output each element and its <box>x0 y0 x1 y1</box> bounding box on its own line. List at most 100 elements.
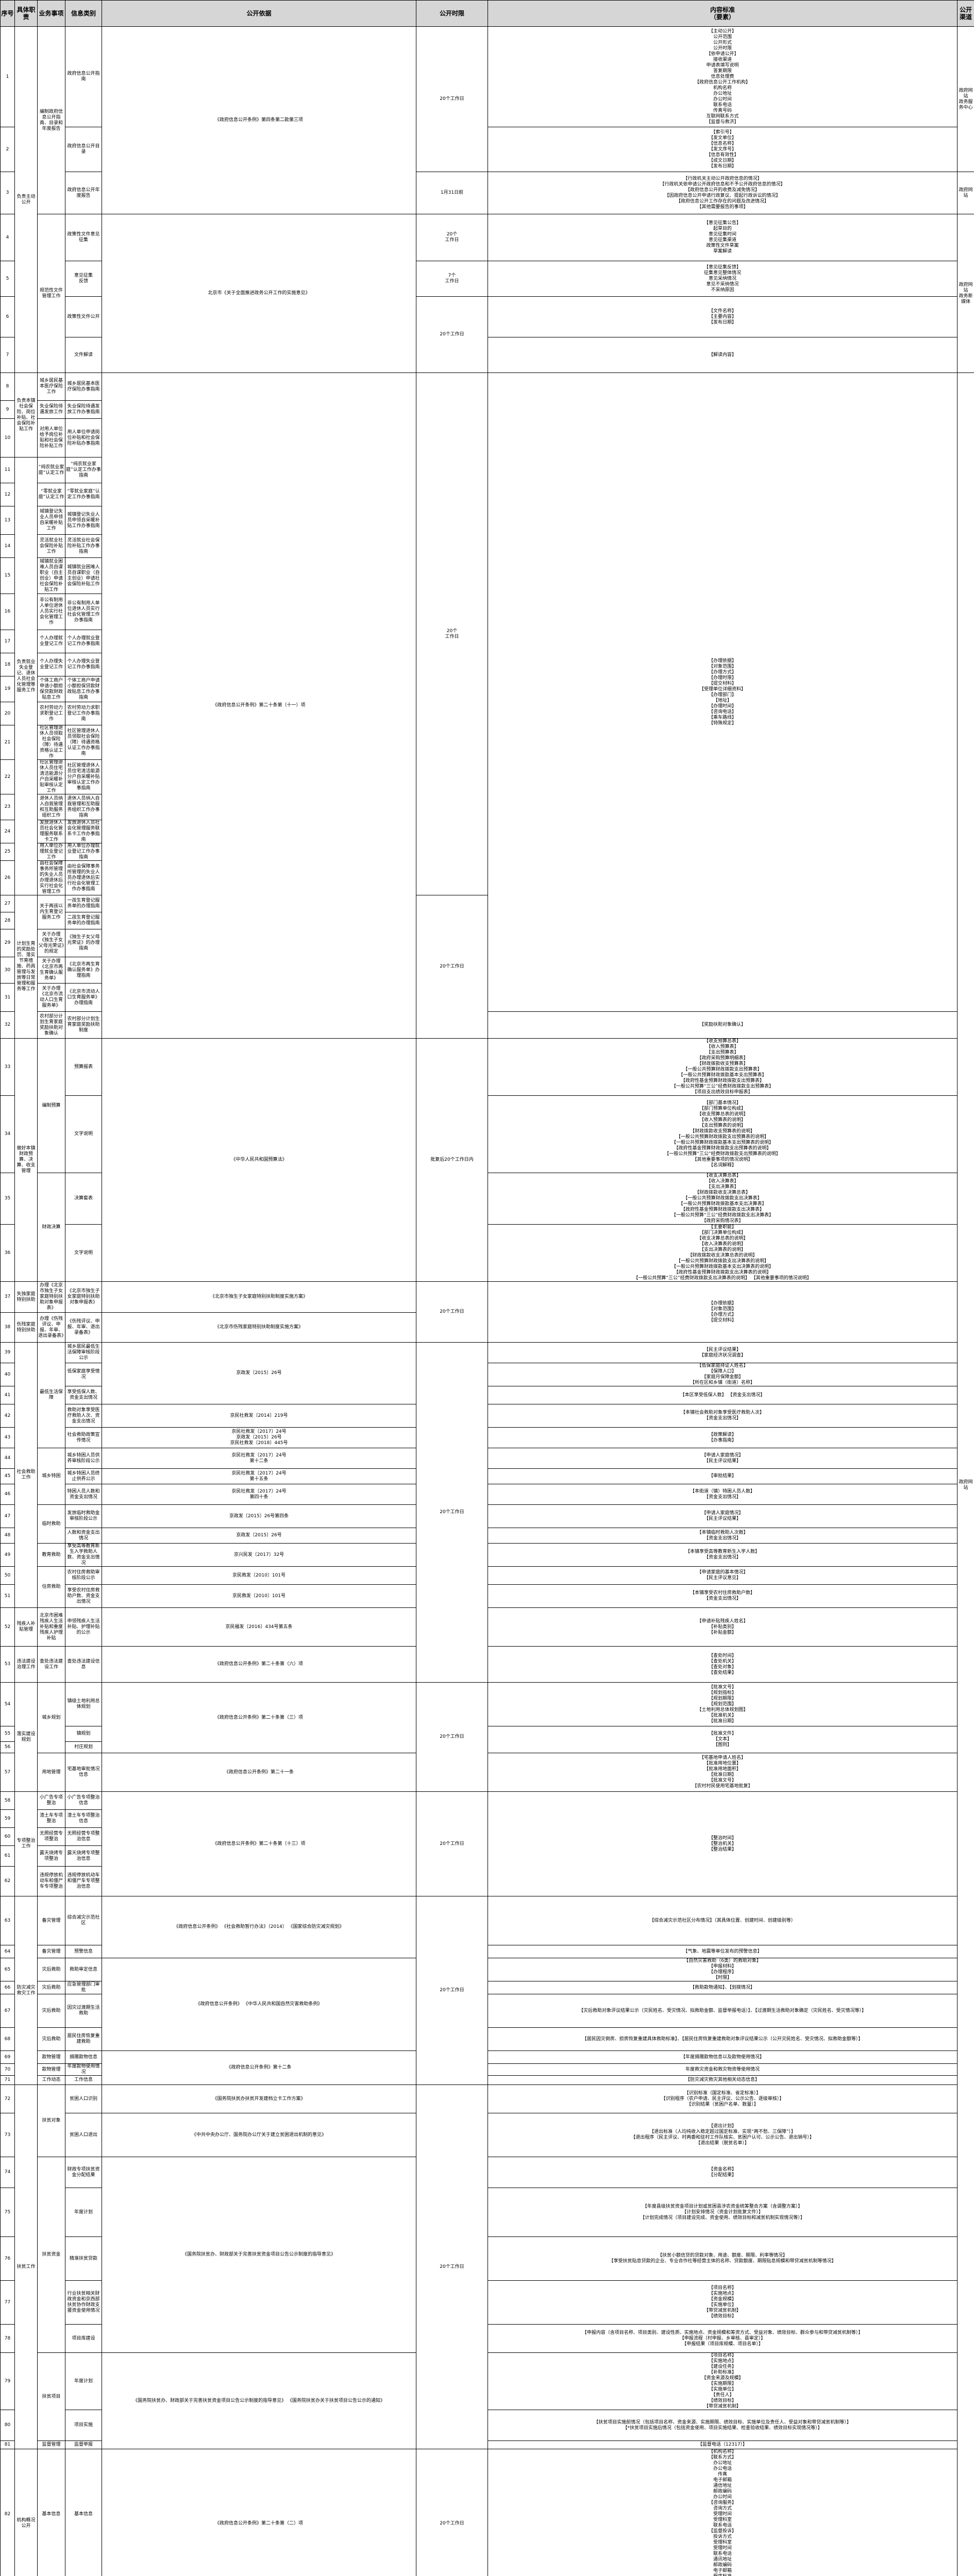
cell-category: 城乡居民最低生活保障审核阶段公示 <box>65 1343 102 1363</box>
cell-content-standard: 【扶贫小额信贷的贷款对象、用途、额度、期限、利率等情况】 【享受扶贫贴息贷款的企… <box>488 2237 958 2281</box>
cell-item: 临时救助 <box>38 1505 65 1544</box>
cell-category: 文字说明 <box>65 1225 102 1282</box>
header-time-limit: 公开时限 <box>416 1 488 27</box>
cell-no: 21 <box>1 725 15 760</box>
header-category: 信息类别 <box>65 1 102 27</box>
cell-content-standard: 【查处时间】 【查处机关】 【查处对象】 【查处结果】 <box>488 1647 958 1683</box>
cell-no: 66 <box>1 1981 15 1994</box>
cell-duty: 机构概况公开 <box>15 2449 38 2576</box>
cell-no: 24 <box>1 820 15 843</box>
cell-channel: 政府网站 政务新媒体 <box>958 214 974 373</box>
cell-category: 特困人员人数和资金支出情况 <box>65 1484 102 1505</box>
cell-content-standard: 【防灾减灾救灾其他相关动态信息】 <box>488 2076 958 2085</box>
cell-item: 退休人员纳入自我管理和互助服务组织工作 <box>38 794 65 820</box>
cell-no: 26 <box>1 861 15 895</box>
cell-category: 社区管理退休人员住宅清洁能源分户自采暖补贴审核认定工作办事指南 <box>65 760 102 794</box>
cell-category: 因灾过渡期生活救助 <box>65 1994 102 2028</box>
cell-item: 用地管理 <box>38 1753 65 1792</box>
cell-time-limit: 20个工作日 <box>416 1896 488 2085</box>
cell-no: 65 <box>1 1958 15 1981</box>
cell-basis: 京民救发〔2010〕101号 <box>102 1567 416 1585</box>
cell-no: 8 <box>1 373 15 401</box>
cell-item: “零就业家庭”认定工作 <box>38 483 65 506</box>
cell-time-limit: 批复后20个工作日内 <box>416 1039 488 1282</box>
cell-no: 37 <box>1 1282 15 1313</box>
cell-category: 财政专项扶贫资金分配结果 <box>65 2157 102 2188</box>
cell-content-standard: 【申请人家庭情况】 【民主评议结果】 <box>488 1448 958 1469</box>
cell-category: 由社会保障事务所管理的失业人员办理退休后实行社会化管理工作办事指南 <box>65 861 102 895</box>
cell-category: 文字说明 <box>65 1096 102 1173</box>
cell-content-standard: 【灾后救助对象评议结果公示（灾民姓名、受灾情况、拟救助金额、监督举报电话）】、【… <box>488 1994 958 2028</box>
cell-no: 4 <box>1 214 15 261</box>
cell-no: 40 <box>1 1363 15 1386</box>
cell-content-standard: 【宅基地申请人姓名】 【批准用地位置】 【批准用地面积】 【批准日期】 【批准文… <box>488 1753 958 1792</box>
cell-category: 项目实施 <box>65 2410 102 2441</box>
cell-basis: 京民社救发〔2014〕219号 <box>102 1404 416 1428</box>
cell-no: 11 <box>1 457 15 483</box>
cell-basis: 《中华人民共和国预算法》 <box>102 1039 416 1282</box>
cell-no: 25 <box>1 843 15 861</box>
cell-item: 灾后救助 <box>38 1981 65 1994</box>
cell-category: 渣土车专项整治信息 <box>65 1810 102 1828</box>
cell-category: “零就业家庭”认定工作办事指南 <box>65 483 102 506</box>
header-item: 业务事项 <box>38 1 65 27</box>
cell-content-standard: 【救助款物通知】、【划拨情况】 <box>488 1981 958 1994</box>
cell-content-standard: 【扶贫项目实施前情况（包括项目名称、资金来源、实施期限、绩效目标、实施单位及责任… <box>488 2410 958 2441</box>
cell-no: 67 <box>1 1994 15 2028</box>
cell-category: 享受低保人数、资金支出情况 <box>65 1386 102 1404</box>
cell-item: 规范性文件 管理工作 <box>38 214 65 373</box>
cell-category: 退休人员纳入自我管理和互助服务组织工作办事指南 <box>65 794 102 820</box>
cell-category: 救助审定信息 <box>65 1958 102 1981</box>
cell-no: 64 <box>1 1945 15 1958</box>
cell-category: 无照经营专项整治信息 <box>65 1828 102 1846</box>
cell-category: 露天烧烤专项整治信息 <box>65 1846 102 1867</box>
cell-no: 39 <box>1 1343 15 1363</box>
cell-item: 扶贫项目 <box>38 2353 65 2441</box>
cell-item: 关于两孩以内生育登记服务工作 <box>38 895 65 929</box>
cell-no: 74 <box>1 2157 15 2188</box>
cell-basis: 京政发〔2015〕26号第四条 <box>102 1505 416 1528</box>
cell-item: 编制预算 <box>38 1039 65 1173</box>
cell-item: 社区管理退休人员住宅清洁能源分户自采暖补贴审核认定工作 <box>38 760 65 794</box>
cell-no: 57 <box>1 1753 15 1792</box>
cell-no: 2 <box>1 127 15 172</box>
cell-content-standard: 【主要职能】 【部门决算单位构成】 【收支决算总表的说明】 【收入决算表的说明】… <box>488 1225 958 1282</box>
table-header: 序号 具体职责 业务事项 信息类别 公开依据 公开时限 内容标准 （要素） 公开… <box>1 1 974 27</box>
cell-time-limit: 20个工作日 <box>416 2449 488 2576</box>
cell-item: 工作动态 <box>38 2076 65 2085</box>
cell-category: 《独生子女父母光荣证》的办理指南 <box>65 929 102 957</box>
cell-no: 42 <box>1 1404 15 1428</box>
cell-item: 无照经营专项整治 <box>38 1828 65 1846</box>
cell-category: 年度计划 <box>65 2188 102 2237</box>
cell-item: 办理《北京市独生子女家庭特别扶助对象申报表》 <box>38 1282 65 1313</box>
cell-content-standard: 【审批结果】 <box>488 1469 958 1484</box>
cell-item: 款物管理 <box>38 2064 65 2076</box>
cell-category: 《北京市独生子女家庭特别扶助对象申报表》 <box>65 1282 102 1313</box>
cell-no: 15 <box>1 558 15 594</box>
cell-content-standard: 【监督电话（12317）】 <box>488 2441 958 2449</box>
cell-content-standard: 【本镇临时救助人次数】 【资金支出情况】 <box>488 1528 958 1544</box>
cell-basis: 《政府信息公开条例》第二十条第（三）项 <box>102 1683 416 1753</box>
cell-category: 非公有制用人单位退休人员实行社会化管理工作办事指南 <box>65 594 102 630</box>
cell-category: 小广告专项整治信息 <box>65 1792 102 1810</box>
cell-time-limit: 1月31日前 <box>416 172 488 214</box>
cell-no: 55 <box>1 1726 15 1742</box>
cell-item: 基本信息 <box>38 2449 65 2576</box>
cell-content-standard: 【年度捐赠款物信息以及款物使用情况】 <box>488 2051 958 2064</box>
cell-item: 用人单位办理就业登记工作 <box>38 843 65 861</box>
cell-no: 77 <box>1 2281 15 2325</box>
cell-no: 1 <box>1 27 15 127</box>
cell-no: 14 <box>1 535 15 558</box>
cell-category: 城镇登记失业人员申领自采暖补贴工作办事指南 <box>65 506 102 535</box>
cell-no: 13 <box>1 506 15 535</box>
cell-basis: 京兴民发〔2017〕32号 <box>102 1544 416 1567</box>
cell-item: 个体工商户申请小额担保贷款财政贴息工作 <box>38 676 65 702</box>
cell-basis: 《政府信息公开条例》第二十条第（十三）项 <box>102 1792 416 1896</box>
cell-no: 18 <box>1 653 15 676</box>
cell-item: 非公有制用人单位退休人员实行社会化管理工作 <box>38 594 65 630</box>
cell-no: 29 <box>1 929 15 957</box>
cell-item: 违规停放机动车和僵尸车专项整治 <box>38 1867 65 1896</box>
cell-basis: 京民社救发〔2017〕24号 第十五条 <box>102 1469 416 1484</box>
cell-content-standard: 【申请人家庭情况】 【民主评议结果】 <box>488 1505 958 1528</box>
